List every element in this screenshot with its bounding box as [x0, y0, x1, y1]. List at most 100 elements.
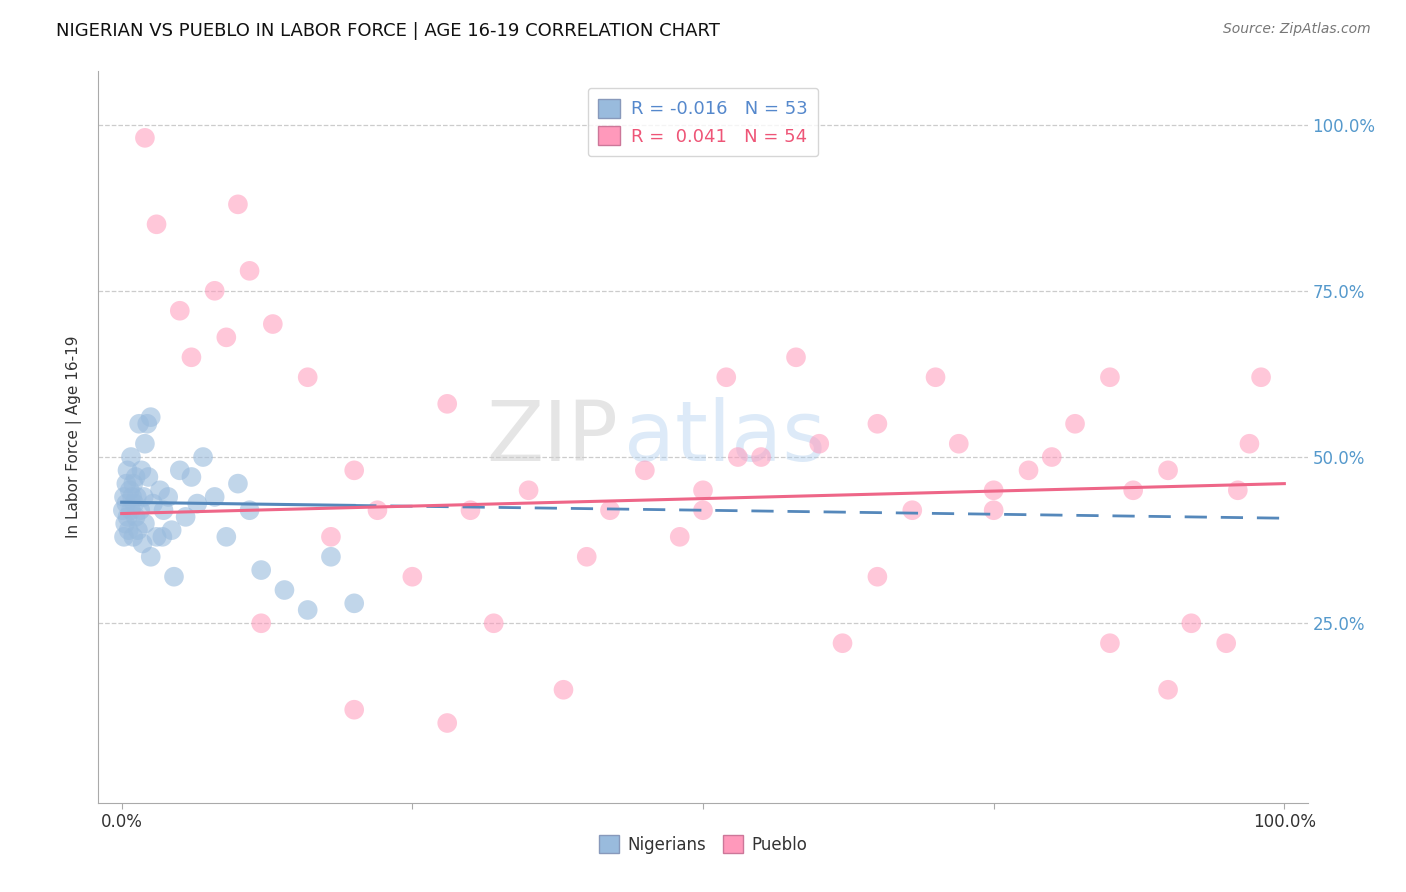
Point [118, 483, 141, 498]
Point [1064, 417, 1087, 431]
Point [1239, 436, 1261, 450]
Point [138, 470, 160, 484]
Point [553, 682, 575, 697]
Point [866, 570, 889, 584]
Point [163, 570, 186, 584]
Point [180, 470, 202, 484]
Point [983, 483, 1005, 498]
Point [262, 317, 284, 331]
Point [634, 463, 657, 477]
Point [127, 523, 149, 537]
Point [215, 530, 238, 544]
Point [273, 582, 295, 597]
Point [482, 616, 505, 631]
Point [1157, 682, 1180, 697]
Point [142, 497, 165, 511]
Point [575, 549, 598, 564]
Point [180, 351, 202, 365]
Point [152, 503, 174, 517]
Point [121, 490, 143, 504]
Text: Source: ZipAtlas.com: Source: ZipAtlas.com [1223, 22, 1371, 37]
Point [191, 450, 214, 464]
Point [114, 516, 136, 531]
Point [239, 264, 262, 278]
Point [1157, 463, 1180, 477]
Point [716, 370, 738, 384]
Point [749, 450, 772, 464]
Point [132, 490, 155, 504]
Point [124, 509, 146, 524]
Point [122, 530, 145, 544]
Point [1250, 370, 1272, 384]
Point [297, 370, 319, 384]
Point [136, 417, 159, 431]
Point [319, 549, 342, 564]
Point [436, 716, 458, 731]
Point [125, 490, 148, 504]
Point [366, 503, 388, 517]
Point [120, 503, 142, 517]
Point [1098, 636, 1121, 650]
Point [124, 497, 146, 511]
Point [1122, 483, 1144, 498]
Point [139, 410, 162, 425]
Point [250, 563, 273, 577]
Point [668, 530, 690, 544]
Point [134, 516, 156, 531]
Y-axis label: In Labor Force | Age 16-19: In Labor Force | Age 16-19 [66, 335, 83, 539]
Point [727, 450, 749, 464]
Point [131, 536, 153, 550]
Point [145, 217, 167, 231]
Point [134, 131, 156, 145]
Point [1040, 450, 1063, 464]
Point [517, 483, 540, 498]
Point [831, 636, 853, 650]
Point [131, 463, 153, 477]
Point [250, 616, 273, 631]
Point [436, 397, 458, 411]
Point [128, 417, 150, 431]
Point [1018, 463, 1040, 477]
Point [343, 703, 366, 717]
Point [983, 503, 1005, 517]
Point [145, 530, 167, 544]
Point [692, 483, 714, 498]
Point [1098, 370, 1121, 384]
Point [118, 523, 141, 537]
Point [901, 503, 924, 517]
Point [112, 530, 135, 544]
Point [139, 549, 162, 564]
Point [215, 330, 238, 344]
Point [1215, 636, 1237, 650]
Point [186, 497, 208, 511]
Point [1180, 616, 1202, 631]
Point [460, 503, 482, 517]
Point [319, 530, 342, 544]
Point [226, 197, 249, 211]
Text: ZIP: ZIP [486, 397, 619, 477]
Legend: Nigerians, Pueblo: Nigerians, Pueblo [592, 829, 814, 860]
Point [149, 483, 172, 498]
Point [866, 417, 889, 431]
Point [924, 370, 946, 384]
Point [785, 351, 807, 365]
Point [129, 503, 152, 517]
Point [401, 570, 423, 584]
Point [808, 436, 831, 450]
Point [1226, 483, 1249, 498]
Point [169, 303, 191, 318]
Point [239, 503, 262, 517]
Point [948, 436, 970, 450]
Point [134, 436, 156, 450]
Point [297, 603, 319, 617]
Text: NIGERIAN VS PUEBLO IN LABOR FORCE | AGE 16-19 CORRELATION CHART: NIGERIAN VS PUEBLO IN LABOR FORCE | AGE … [56, 22, 720, 40]
Point [226, 476, 249, 491]
Point [692, 503, 714, 517]
Point [343, 596, 366, 610]
Point [115, 476, 138, 491]
Point [157, 490, 180, 504]
Point [204, 284, 226, 298]
Point [150, 530, 173, 544]
Point [117, 463, 139, 477]
Point [343, 463, 366, 477]
